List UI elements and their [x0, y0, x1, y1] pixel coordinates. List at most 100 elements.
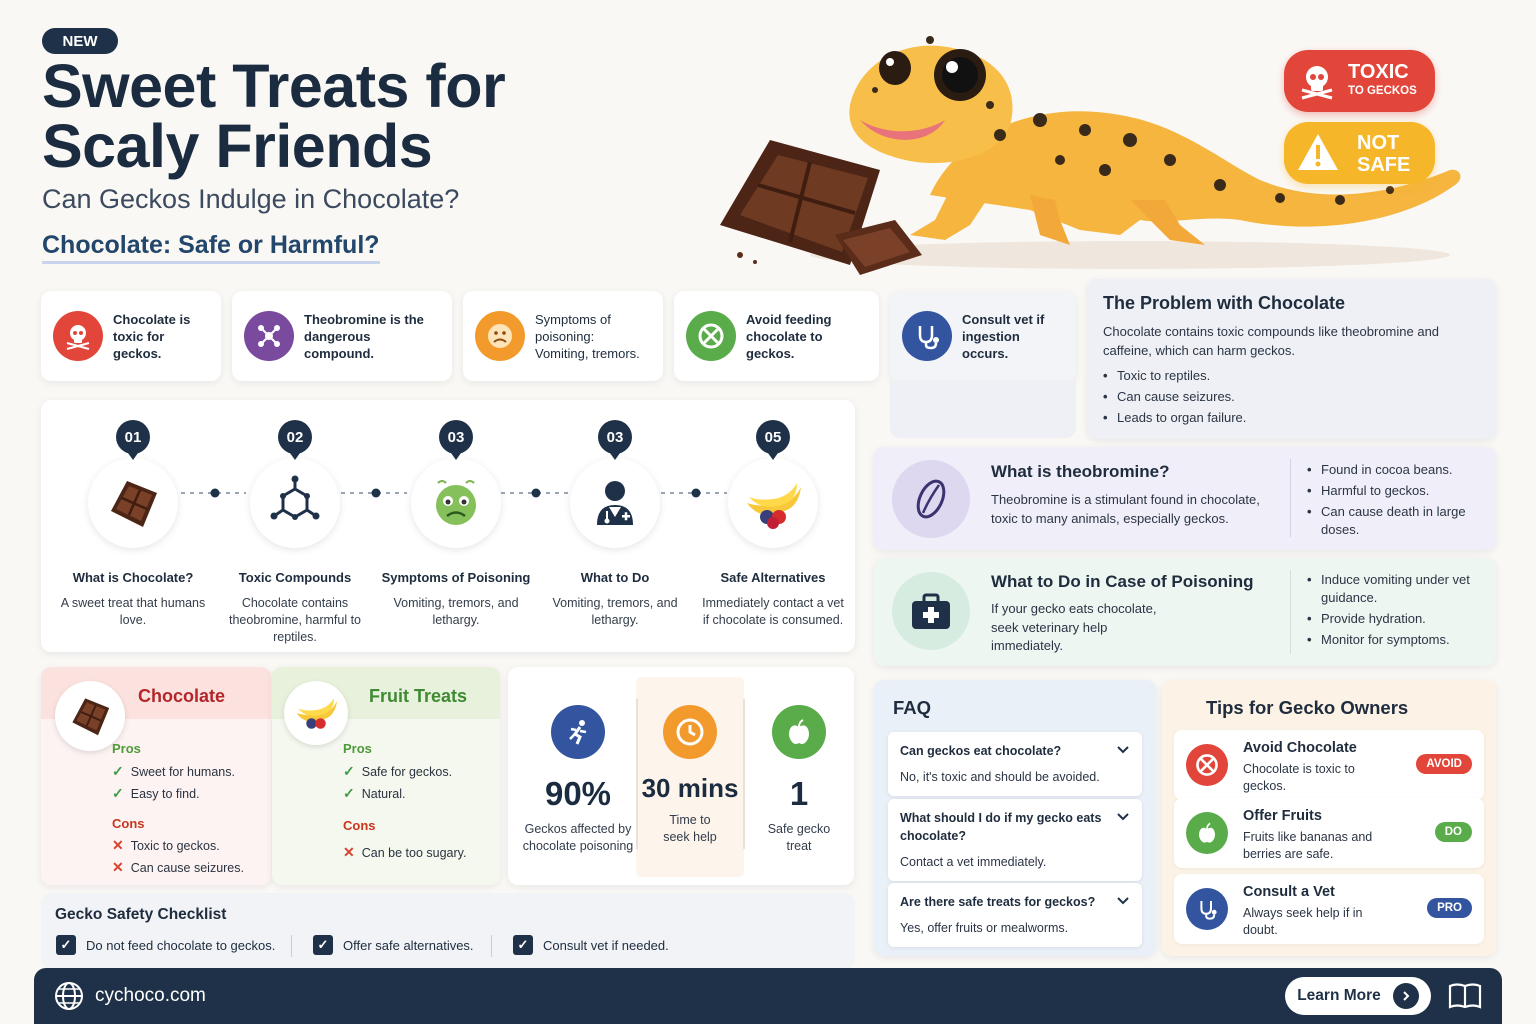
pros-label: Pros [343, 741, 372, 756]
gecko-chocolate-illustration [700, 20, 1480, 275]
learn-more-label: Learn More [1297, 987, 1381, 1004]
prohibited-icon [1186, 744, 1228, 786]
fact-card: Avoid feeding chocolate to geckos. [674, 291, 879, 381]
steps-panel: 01 What is Chocolate? A sweet treat that… [41, 400, 855, 652]
toxic-badge: TOXIC TO GECKOS [1284, 50, 1435, 112]
pro-badge: PRO [1427, 898, 1472, 918]
skull-icon [1298, 62, 1336, 100]
faq-question[interactable]: Can geckos eat chocolate? [900, 744, 1062, 758]
checklist-item[interactable]: ✓ Do not feed chocolate to geckos. [56, 935, 275, 955]
con-item: ✕ Can be too sugary. [343, 844, 467, 860]
step-desc: Vomiting, tremors, and lethargy. [552, 596, 678, 627]
stat-label: Geckos affected by chocolate poisoning [522, 822, 634, 853]
checkbox-checked-icon[interactable]: ✓ [513, 935, 533, 955]
x-icon: ✕ [112, 837, 124, 853]
apple-icon [1186, 812, 1228, 854]
faq-answer: Yes, offer fruits or mealworms. [900, 921, 1069, 935]
cons-label: Cons [112, 816, 145, 831]
section-question: Chocolate: Safe or Harmful? [42, 231, 380, 264]
faq-title: FAQ [893, 697, 932, 718]
fact-text: Theobromine is the dangerous compound. [304, 311, 424, 361]
chevron-down-icon[interactable] [1116, 812, 1130, 822]
cons-label: Cons [343, 818, 376, 833]
new-badge: NEW [42, 28, 118, 54]
fact-text: Chocolate is toxic for geckos. [113, 311, 191, 361]
stat-item: 90% Geckos affected by chocolate poisoni… [508, 705, 648, 855]
pros-list: ✓ Sweet for humans. ✓ Easy to find. [112, 758, 235, 802]
chevron-down-icon[interactable] [1116, 745, 1130, 755]
problem-text: Chocolate contains toxic compounds like … [1103, 324, 1440, 358]
step-title: What is Chocolate? [72, 570, 194, 585]
chevron-right-icon [1392, 983, 1419, 1009]
faq-question[interactable]: Are there safe treats for geckos? [900, 895, 1096, 909]
learn-more-button[interactable]: Learn More [1285, 977, 1431, 1015]
check-icon: ✓ [343, 763, 355, 779]
book-icon[interactable] [1447, 981, 1483, 1011]
theobromine-title: What is theobromine? [991, 462, 1170, 481]
pro-item: ✓ Safe for geckos. [343, 763, 453, 779]
tip-title: Consult a Vet [1243, 884, 1335, 900]
fact-text: Avoid feeding chocolate to geckos. [746, 311, 832, 361]
tips-card: Tips for Gecko Owners Avoid Chocolate Ch… [1162, 680, 1496, 956]
compare-title: Chocolate [138, 686, 226, 706]
step-item: 03 Symptoms of Poisoning Vomiting, tremo… [376, 420, 536, 629]
pro-item: ✓ Natural. [343, 785, 406, 801]
running-icon [551, 705, 605, 759]
check-icon: ✓ [112, 763, 124, 779]
step-item: 01 What is Chocolate? A sweet treat that… [53, 420, 213, 629]
pros-label: Pros [112, 741, 141, 756]
fact-card: Theobromine is the dangerous compound. [232, 291, 452, 381]
problem-title: The Problem with Chocolate [1103, 293, 1346, 313]
not-safe-sub: SAFE [1357, 154, 1411, 176]
page-subtitle: Can Geckos Indulge in Chocolate? [42, 184, 460, 214]
fruit-icon [728, 458, 818, 548]
step-title: Toxic Compounds [238, 570, 352, 585]
fact-text: Symptoms of poisoning: Vomiting, tremors… [535, 311, 640, 361]
faq-item[interactable]: Are there safe treats for geckos? Yes, o… [888, 883, 1142, 947]
stat-label: Safe gecko treat [767, 822, 831, 853]
globe-icon [53, 980, 85, 1012]
theobromine-card: What is theobromine? Theobromine is a st… [874, 447, 1496, 550]
page-title: Sweet Treats for Scaly Friends [42, 52, 506, 180]
skull-icon [53, 311, 103, 361]
chevron-down-icon[interactable] [1116, 896, 1130, 906]
stat-value: 1 [789, 775, 809, 812]
stat-label: Time to seek help [663, 813, 717, 844]
step-number: 01 [116, 420, 150, 460]
chocolate-icon [88, 458, 178, 548]
checklist-item[interactable]: ✓ Consult vet if needed. [513, 935, 669, 955]
toxic-badge-sub: TO GECKOS [1348, 85, 1417, 97]
checkbox-checked-icon[interactable]: ✓ [56, 935, 76, 955]
pro-item: ✓ Sweet for humans. [112, 763, 235, 779]
tips-title: Tips for Gecko Owners [1206, 697, 1409, 718]
con-item: ✕ Can cause seizures. [112, 859, 244, 875]
con-item: ✕ Toxic to geckos. [112, 837, 220, 853]
tip-desc: Fruits like bananas and berries are safe… [1243, 830, 1373, 861]
fact-text: Consult vet if ingestion occurs. [962, 311, 1045, 361]
site-link[interactable]: cychoco.com [95, 985, 206, 1006]
step-title: What to Do [580, 570, 650, 585]
problem-card: The Problem with Chocolate Chocolate con… [1087, 279, 1496, 439]
problem-bullets: Toxic to reptiles. Can cause seizures. L… [1103, 367, 1246, 430]
faq-item[interactable]: What should I do if my gecko eats chocol… [888, 799, 1142, 881]
compare-title: Fruit Treats [369, 686, 468, 706]
warning-icon [1296, 132, 1340, 172]
cocoa-bean-icon [892, 460, 970, 538]
stethoscope-icon [1186, 888, 1228, 930]
stat-value: 30 mins [641, 773, 739, 803]
faq-question[interactable]: What should I do if my gecko eats chocol… [900, 811, 1102, 843]
check-icon: ✓ [112, 785, 124, 801]
fact-card: Consult vet if ingestion occurs. [890, 291, 1076, 381]
molecule-icon [250, 458, 340, 548]
checklist-item[interactable]: ✓ Offer safe alternatives. [313, 935, 474, 955]
safety-checklist: Gecko Safety Checklist ✓ Do not feed cho… [41, 893, 855, 969]
faq-item[interactable]: Can geckos eat chocolate? No, it's toxic… [888, 732, 1142, 796]
step-item: 02 Toxic Compounds Chocolate contains th… [215, 420, 375, 646]
pro-item: ✓ Easy to find. [112, 785, 200, 801]
checkbox-checked-icon[interactable]: ✓ [313, 935, 333, 955]
pros-list: ✓ Safe for geckos. ✓ Natural. [343, 758, 452, 802]
cons-list: ✕ Toxic to geckos. ✕ Can cause seizures. [112, 832, 244, 876]
tip-title: Avoid Chocolate [1243, 740, 1357, 756]
cons-list: ✕ Can be too sugary. [343, 839, 466, 861]
x-icon: ✕ [343, 844, 355, 860]
